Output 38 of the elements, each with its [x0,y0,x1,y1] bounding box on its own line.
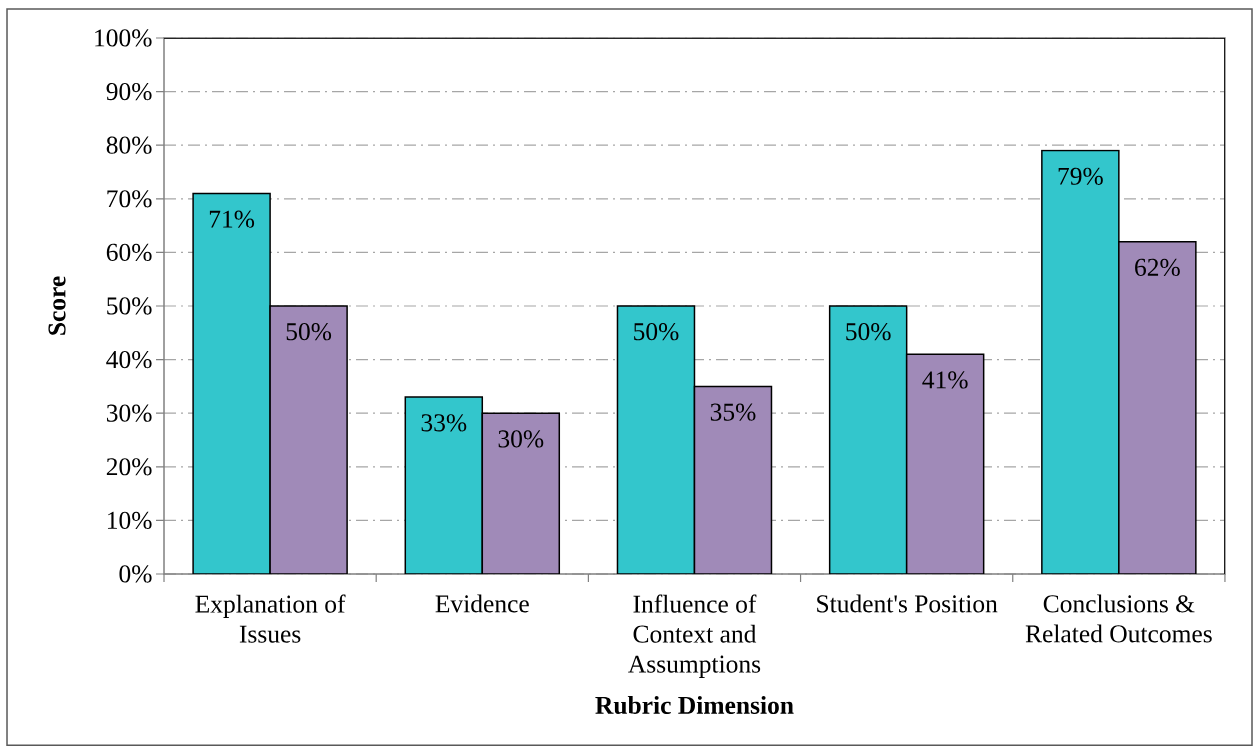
y-tick-label: 30% [106,404,152,422]
bar [906,354,984,574]
y-tick-label: 0% [119,565,152,583]
y-tick-label: 50% [107,297,152,315]
y-tick-label: 70% [107,190,152,208]
x-tick-label: Student's Position [817,594,998,613]
x-tick-label: Evidence [435,594,529,613]
x-axis-title: Rubric Dimension [595,695,794,714]
y-tick-label: 80% [106,136,152,154]
bar [405,397,483,574]
y-tick-label: 20% [106,458,152,476]
bar [694,386,772,574]
data-label: 35% [710,403,756,421]
x-tick-label: Conclusions & Related Outcomes [1025,594,1212,643]
data-label: 50% [846,323,891,341]
bar [1118,240,1197,574]
y-tick-label: 60% [106,243,152,262]
data-label: 41% [922,371,968,389]
x-tick-label: Influence of Context and Assumptions [628,594,761,678]
x-tick-label: Explanation of Issues [195,594,346,643]
bar [829,305,907,574]
data-label: 33% [421,414,467,432]
data-label: 50% [286,323,332,341]
bar [270,305,348,574]
y-tick-label: 100% [95,29,152,47]
y-tick-label: 90% [106,82,152,101]
data-label: 71% [209,210,255,228]
bar [193,193,271,574]
y-axis-title: Score [48,276,66,335]
bar [617,305,695,574]
bar [482,413,560,574]
y-tick-label: 10% [107,511,152,530]
y-tick-label: 40% [106,350,152,369]
data-label: 30% [498,430,544,448]
data-label: 50% [634,323,679,341]
data-label: 62% [1135,258,1180,277]
data-label: 79% [1058,167,1103,185]
bar [1041,149,1120,574]
